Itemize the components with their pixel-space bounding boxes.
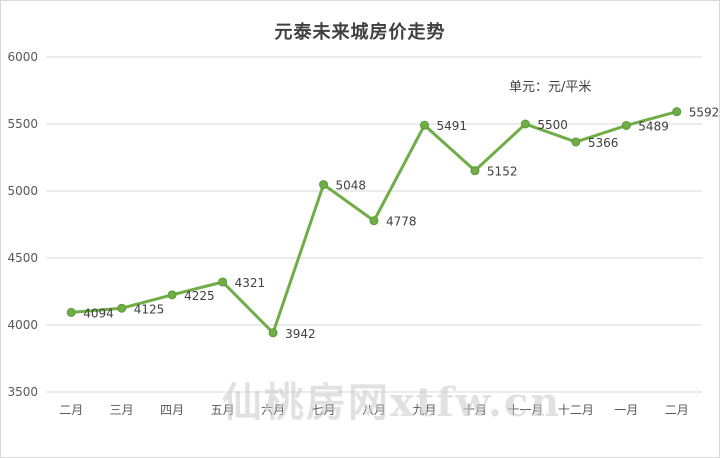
data-point — [268, 328, 278, 338]
data-point — [419, 120, 429, 130]
data-label: 5489 — [638, 119, 669, 133]
x-tick-label: 四月 — [160, 403, 184, 417]
x-tick-label: 五月 — [211, 403, 235, 417]
x-axis-ticks: 二月 三月 四月 五月 六月 七月 八月 九月 十月 十一月 十二月 一月 二月 — [59, 403, 689, 417]
data-point — [218, 277, 228, 287]
data-labels: 4094 4125 4225 4321 3942 5048 4778 5491 5152 5500… — [83, 106, 719, 341]
x-tick-label: 十二月 — [558, 403, 594, 417]
data-label: 4321 — [235, 276, 266, 290]
x-tick-label: 二月 — [59, 403, 83, 417]
data-label: 3942 — [285, 327, 316, 341]
data-label: 4094 — [83, 306, 114, 320]
series — [66, 107, 682, 338]
data-label: 5500 — [537, 118, 568, 132]
chart-title: 元泰未来城房价走势 — [274, 22, 446, 43]
data-point — [66, 307, 76, 317]
data-point — [319, 180, 329, 190]
x-tick-label: 七月 — [312, 403, 336, 417]
unit-note: 单元：元/平米 — [509, 80, 592, 95]
x-tick-label: 三月 — [110, 403, 134, 417]
x-tick-label: 十一月 — [507, 403, 543, 417]
data-label: 5491 — [436, 119, 467, 133]
y-tick-label: 5500 — [7, 117, 38, 131]
data-label: 5152 — [487, 165, 518, 179]
data-point — [470, 166, 480, 176]
data-label: 4225 — [184, 289, 215, 303]
data-label: 5048 — [336, 179, 367, 193]
data-point — [369, 216, 379, 226]
gridlines — [46, 56, 702, 393]
x-tick-label: 九月 — [412, 403, 436, 417]
data-point — [167, 290, 177, 300]
y-tick-label: 5000 — [7, 184, 38, 198]
y-tick-label: 4000 — [7, 318, 38, 332]
data-label: 5366 — [588, 136, 619, 150]
data-label: 5592 — [689, 106, 720, 120]
data-point — [520, 119, 530, 129]
data-label: 4125 — [134, 302, 165, 316]
x-tick-label: 十月 — [463, 403, 487, 417]
data-point — [117, 303, 127, 313]
y-tick-label: 3500 — [7, 385, 38, 399]
x-tick-label: 六月 — [261, 403, 285, 417]
data-label: 4778 — [386, 215, 417, 229]
y-axis-ticks: 3500 4000 4500 5000 5500 6000 — [7, 50, 38, 399]
data-point — [621, 120, 631, 130]
x-tick-label: 一月 — [614, 403, 638, 417]
data-point — [672, 107, 682, 117]
data-point — [571, 137, 581, 147]
y-tick-label: 4500 — [7, 251, 38, 265]
x-tick-label: 八月 — [362, 403, 386, 417]
y-tick-label: 6000 — [7, 50, 38, 64]
x-tick-label: 二月 — [665, 403, 689, 417]
